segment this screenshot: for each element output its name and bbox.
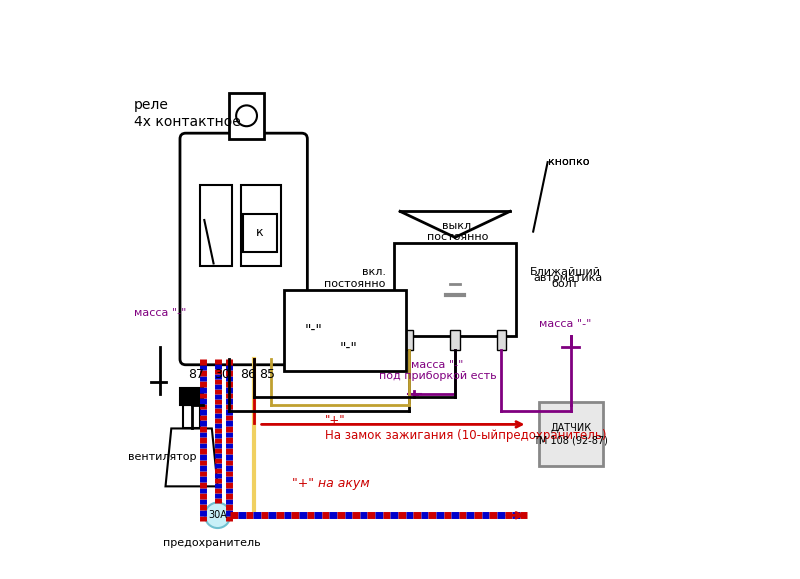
Text: выкл.
постоянно: выкл. постоянно	[427, 221, 489, 243]
Bar	[394, 243, 516, 336]
Text: 30: 30	[214, 368, 230, 380]
Text: кнопко: кнопко	[548, 157, 589, 167]
Text: масса "-": масса "-"	[539, 319, 591, 329]
Circle shape	[205, 503, 230, 528]
Text: 30А: 30А	[208, 510, 227, 521]
Text: ДАТЧИК
ТМ 108 (92-87): ДАТЧИК ТМ 108 (92-87)	[534, 423, 608, 445]
Text: 87: 87	[188, 368, 204, 380]
Text: вкл.
постоянно: вкл. постоянно	[324, 267, 386, 289]
Bar	[284, 290, 406, 371]
Text: автоматика: автоматика	[533, 273, 602, 283]
Bar	[497, 330, 506, 350]
FancyBboxPatch shape	[539, 402, 602, 466]
Circle shape	[236, 105, 257, 126]
Text: "+"
На замок зажигания (10-ыйпредохранитель): "+" На замок зажигания (10-ыйпредохранит…	[325, 415, 606, 442]
Bar	[242, 214, 278, 252]
Text: "-": "-"	[304, 323, 322, 337]
Text: масса "-"
под приборкой есть: масса "-" под приборкой есть	[379, 360, 497, 382]
Bar	[404, 330, 414, 350]
Bar	[241, 185, 282, 266]
Polygon shape	[166, 428, 218, 486]
Text: предохранитель: предохранитель	[163, 538, 261, 548]
Text: Ближайший
болт: Ближайший болт	[530, 267, 601, 289]
Text: к: к	[256, 226, 264, 239]
Text: 86: 86	[240, 368, 256, 380]
Text: реле
4х контактное: реле 4х контактное	[134, 98, 241, 129]
Text: кнопко: кнопко	[548, 157, 589, 167]
FancyBboxPatch shape	[180, 133, 307, 365]
Bar	[183, 405, 200, 428]
Text: 85: 85	[259, 368, 275, 380]
Text: "+" на акум: "+" на акум	[292, 477, 370, 490]
Text: вентилятор: вентилятор	[128, 452, 197, 461]
Bar	[200, 185, 232, 266]
Text: масса "-": масса "-"	[134, 307, 186, 318]
Bar	[229, 93, 264, 139]
Bar	[450, 330, 460, 350]
Text: "-": "-"	[339, 340, 357, 354]
Bar	[180, 388, 203, 405]
